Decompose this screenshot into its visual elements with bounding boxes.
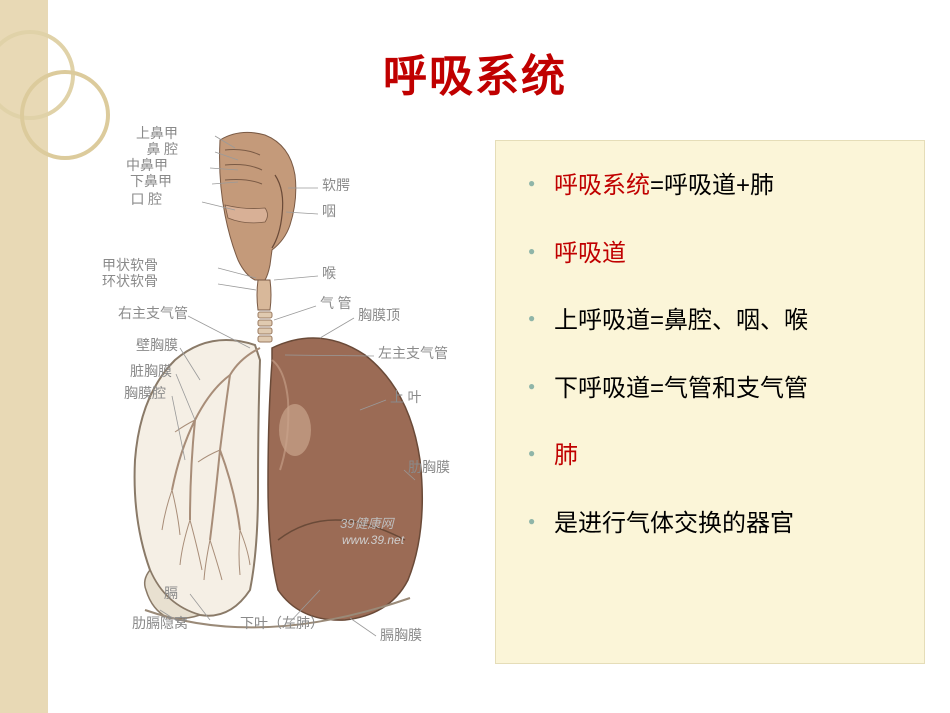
diagram-label: 肋胸膜 bbox=[408, 460, 450, 476]
diagram-label: 右主支气管 bbox=[118, 306, 188, 322]
diagram-label: 膈 bbox=[164, 587, 178, 602]
diagram-label: 下鼻甲 bbox=[130, 173, 172, 190]
diagram-label: 中鼻甲 bbox=[126, 157, 168, 174]
anatomy-diagram: 上鼻甲 鼻 腔 中鼻甲 下鼻甲 口 腔 甲状软骨 环状软骨 右主支气管 壁胸膜 … bbox=[90, 120, 470, 660]
bullet-item: 肺 bbox=[526, 439, 900, 473]
diagram-label: 环状软骨 bbox=[102, 274, 158, 290]
diagram-label: 口 腔 bbox=[131, 192, 163, 208]
diagram-label: 壁胸膜 bbox=[136, 338, 178, 354]
diagram-label: 软腭 bbox=[322, 178, 350, 194]
bullet-item: 呼吸系统=呼吸道+肺 bbox=[526, 169, 900, 203]
diagram-label: 上 叶 bbox=[390, 390, 422, 406]
head-section bbox=[220, 132, 296, 280]
diagram-label: 肋膈隐窝 bbox=[132, 615, 188, 632]
diagram-label: 下叶（左肺） bbox=[240, 616, 324, 632]
left-lung-solid bbox=[268, 338, 422, 620]
diagram-label: 喉 bbox=[322, 266, 336, 282]
diagram-label: 甲状软骨 bbox=[102, 258, 158, 274]
diagram-label: 气 管 bbox=[320, 296, 352, 312]
diagram-label: 咽 bbox=[322, 205, 336, 220]
diagram-label: 鼻 腔 bbox=[147, 141, 179, 158]
content-textbox: 呼吸系统=呼吸道+肺 呼吸道 上呼吸道=鼻腔、咽、喉 下呼吸道=气管和支气管 肺… bbox=[495, 140, 925, 664]
diagram-label: 膈胸膜 bbox=[380, 628, 422, 644]
diagram-label: 脏胸膜 bbox=[130, 364, 172, 380]
diagram-label: 左主支气管 bbox=[378, 346, 448, 362]
diagram-label: 上鼻甲 bbox=[136, 125, 178, 142]
right-lung-cutaway bbox=[135, 340, 260, 619]
slide-title: 呼吸系统 bbox=[0, 40, 950, 104]
watermark-line2: www.39.net bbox=[342, 533, 405, 547]
larynx-trachea bbox=[257, 280, 272, 342]
diagram-label: 胸膜腔 bbox=[124, 386, 166, 402]
bullet-item: 上呼吸道=鼻腔、咽、喉 bbox=[526, 304, 900, 338]
bullet-list: 呼吸系统=呼吸道+肺 呼吸道 上呼吸道=鼻腔、咽、喉 下呼吸道=气管和支气管 肺… bbox=[526, 169, 900, 541]
bullet-item: 是进行气体交换的器官 bbox=[526, 507, 900, 541]
diagram-label: 胸膜顶 bbox=[358, 308, 400, 324]
bullet-item: 呼吸道 bbox=[526, 237, 900, 271]
bullet-item: 下呼吸道=气管和支气管 bbox=[526, 372, 900, 406]
watermark-line1: 39健康网 bbox=[340, 516, 395, 531]
